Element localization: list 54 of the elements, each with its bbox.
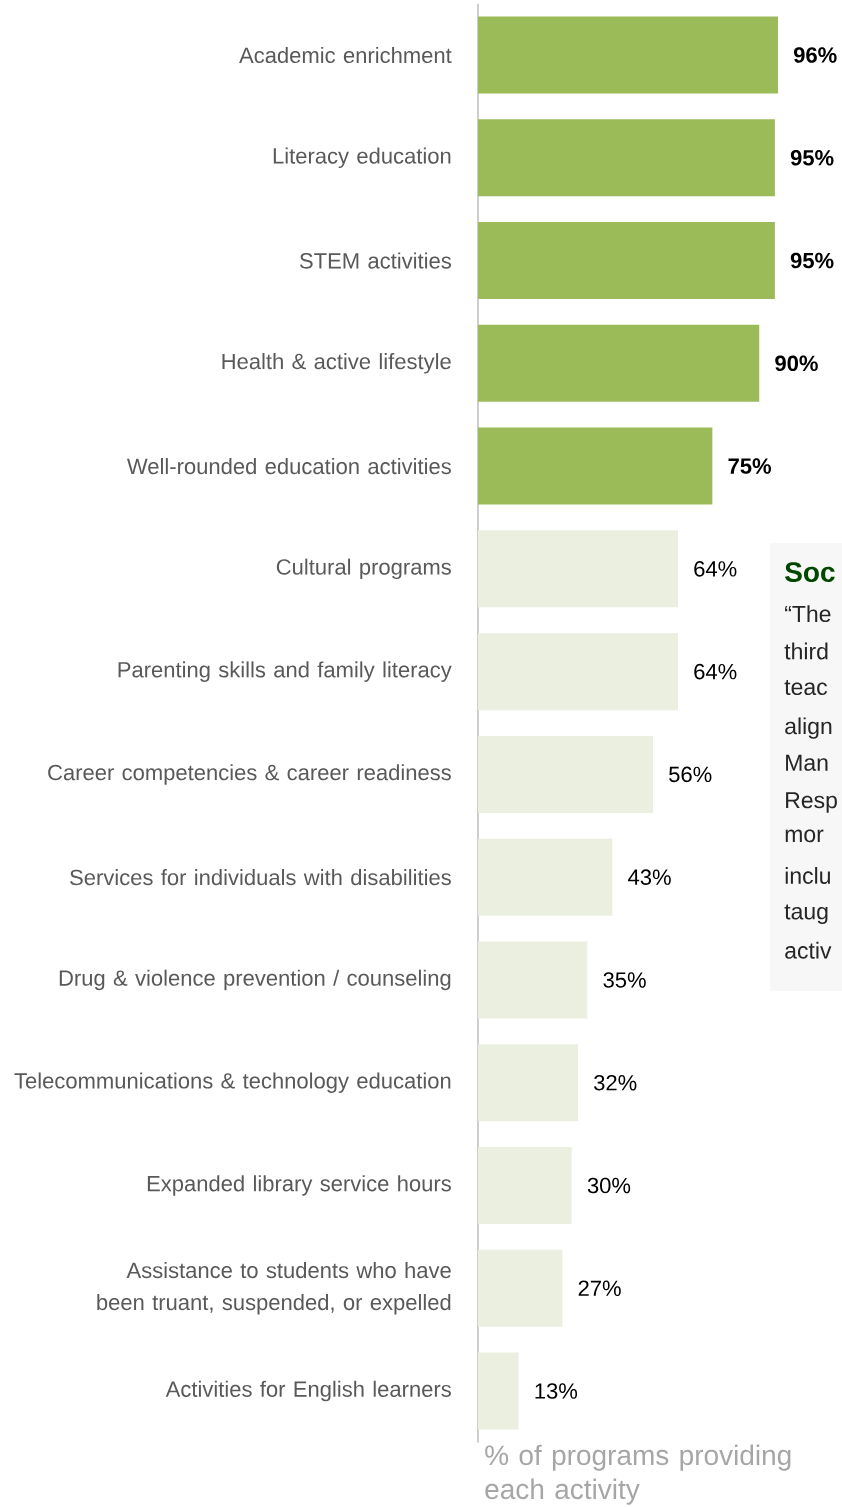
bar [477,222,775,300]
y-tick-label: Health & active lifestyle [222,353,451,374]
data-label: 64% [694,561,737,577]
bar [477,324,760,402]
data-label: 95% [790,252,834,269]
text: taug [784,904,828,925]
bar [477,838,613,916]
y-tick-label: Expanded library service hours [147,1175,451,1196]
data-label: 90% [775,355,818,372]
data-label: 27% [578,1280,621,1296]
text: Man [786,754,828,771]
text: Resp [786,792,837,813]
bar [477,1249,563,1327]
bar [477,735,653,813]
bar [477,119,775,197]
y-tick-label: Career competencies & career readiness [48,764,451,785]
data-label: 43% [628,869,671,885]
y-tick-label: Services for individuals with disabilities [70,869,451,886]
text: “The [785,605,831,623]
y-tick-label: STEM activities [299,252,451,269]
data-label: 30% [587,1177,631,1194]
text: activ [785,941,832,959]
y-tick-label: Activities for English learners [165,1380,451,1402]
bar [477,16,778,94]
y-tick-label: Telecommunications & technology education [14,1072,451,1093]
data-label: 95% [790,149,834,166]
text: Soc [785,562,835,583]
data-label: 96% [793,47,837,63]
data-label: 35% [603,972,646,988]
bar [477,1044,578,1122]
bar [477,633,678,711]
x-axis-title: % of programs providing each activity [485,1444,791,1505]
text: teac [784,680,828,696]
y-tick-label: Well-rounded education activities [127,458,451,475]
bar [477,427,713,505]
data-label: 32% [594,1074,637,1091]
y-tick-label: Cultural programs [276,558,451,580]
text: inclu [785,867,830,884]
text: align [785,717,832,739]
data-label: 75% [728,458,772,474]
text: third [784,642,828,660]
bar [477,1146,572,1224]
y-tick-label: Assistance to students who have been truant, suspended, or expelled [97,1261,451,1315]
data-label: 64% [694,663,737,680]
y-tick-label: Parenting skills and family literacy [118,661,452,682]
y-tick-label: Literacy education [273,147,451,169]
y-tick-label: Academic enrichment [239,46,452,64]
text: mor [785,829,824,843]
bar [477,1352,519,1430]
data-label: 56% [669,766,712,783]
data-label: 13% [535,1383,578,1399]
bar [477,941,588,1019]
y-tick-label: Drug & violence prevention / counseling [59,969,451,991]
bar [477,530,678,608]
